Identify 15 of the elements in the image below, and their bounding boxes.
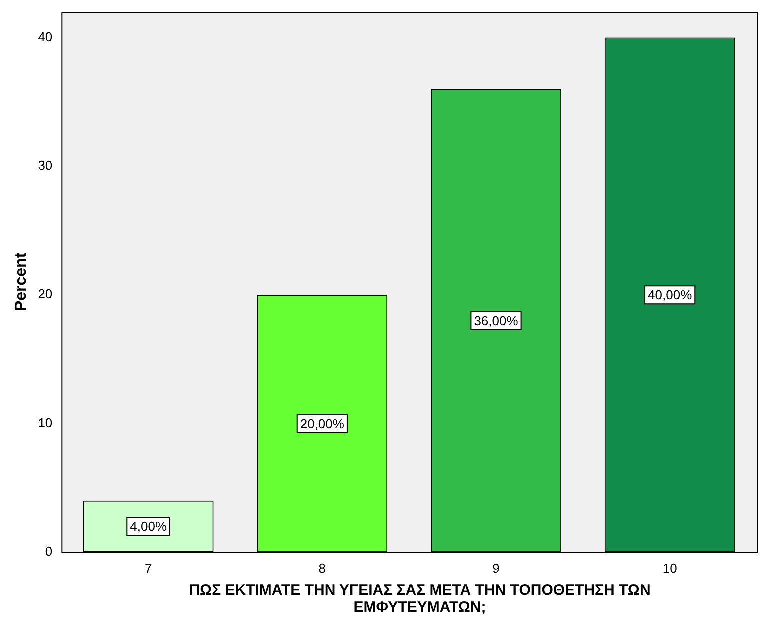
y-axis-title: Percent [13,252,30,312]
x-axis-title: ΠΩΣ ΕΚΤΙΜΑΤΕ ΤΗΝ ΥΓΕΙΑΣ ΣΑΣ ΜΕΤΑ ΤΗΝ ΤΟΠΟΘΕΤΗΣΗ ΤΩΝ ΕΜΦΥΤΕΥΜΑΤΩΝ; [188,582,652,616]
y-tick-label: 10 [38,415,53,430]
data-label: 36,00% [474,313,519,328]
data-label: 20,00% [300,416,345,432]
data-label: 40,00% [648,288,693,303]
x-tick-label: 10 [662,560,678,576]
y-tick-label: 0 [45,544,53,559]
y-tick-label: 30 [38,158,53,173]
x-tick-label: 7 [144,560,152,576]
y-tick-label: 40 [38,29,53,44]
data-label: 4,00% [130,519,168,534]
x-tick-label: 9 [492,560,500,576]
x-tick-label: 8 [318,560,326,576]
y-tick-label: 20 [38,286,53,302]
